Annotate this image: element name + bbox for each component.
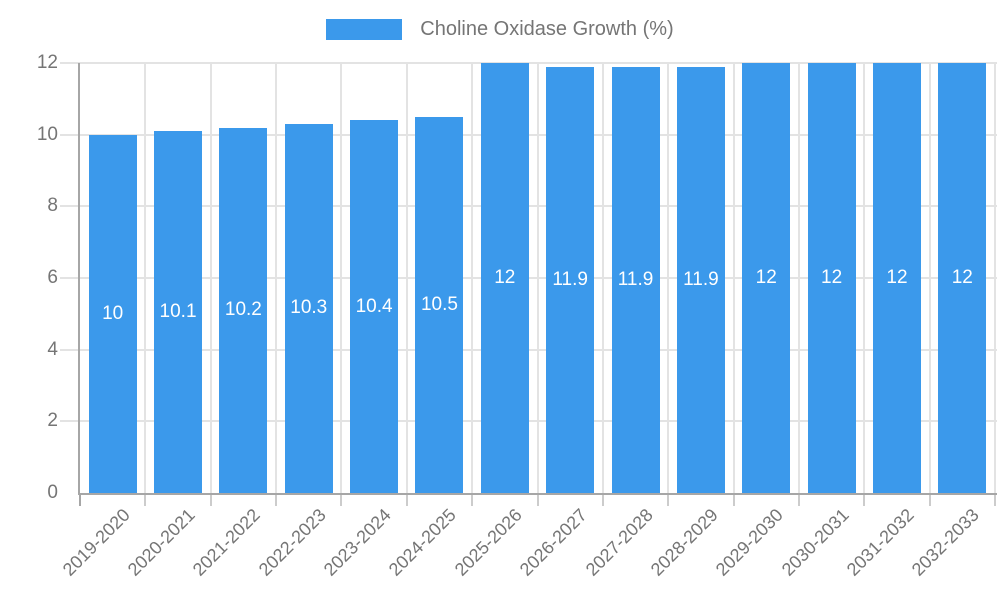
y-axis-label: 12 xyxy=(36,52,58,73)
x-gridline xyxy=(863,63,866,493)
x-axis-tick xyxy=(79,493,81,506)
x-gridline xyxy=(471,63,474,493)
bar-value-label: 12 xyxy=(951,267,973,288)
x-axis-tick xyxy=(797,493,800,506)
x-gridline xyxy=(667,63,670,493)
bar xyxy=(676,66,725,493)
bar xyxy=(154,131,203,493)
y-axis-label: 10 xyxy=(36,123,58,145)
bar-value-label: 12 xyxy=(821,267,843,288)
x-gridline xyxy=(405,63,408,493)
x-gridline xyxy=(994,63,996,493)
x-gridline xyxy=(144,63,147,493)
bar-value-label: 10.1 xyxy=(159,301,197,323)
x-axis-tick xyxy=(275,493,278,506)
bar xyxy=(480,63,529,493)
bar xyxy=(284,123,333,493)
x-gridline xyxy=(601,63,604,493)
bar xyxy=(872,63,921,493)
bar xyxy=(350,120,399,493)
legend-swatch xyxy=(326,19,403,40)
bar-value-label: 10 xyxy=(102,302,124,324)
x-axis-tick xyxy=(144,493,147,506)
x-axis-tick xyxy=(667,493,670,506)
y-axis-line xyxy=(78,63,80,493)
y-axis-label: 0 xyxy=(47,482,58,503)
y-axis-label: 2 xyxy=(47,410,58,432)
x-axis-tick xyxy=(340,493,343,506)
x-axis-tick xyxy=(536,493,539,506)
x-axis-tick xyxy=(601,493,604,506)
bar xyxy=(742,63,791,493)
x-axis-tick xyxy=(994,493,996,506)
x-gridline xyxy=(928,63,931,493)
bar-value-label: 12 xyxy=(494,267,516,288)
bar-value-label: 10.2 xyxy=(224,299,262,321)
x-axis-tick xyxy=(928,493,931,506)
y-axis-label: 6 xyxy=(47,267,58,288)
x-gridline xyxy=(732,63,735,493)
bar xyxy=(88,134,137,493)
y-axis-label: 8 xyxy=(47,195,58,217)
bar-value-label: 10.4 xyxy=(355,295,393,317)
bar xyxy=(546,66,595,493)
bar xyxy=(219,127,268,493)
x-gridline xyxy=(340,63,343,493)
bar-value-label: 12 xyxy=(886,267,908,288)
x-axis-tick xyxy=(863,493,866,506)
bar-value-label: 10.5 xyxy=(420,293,458,315)
x-gridline xyxy=(797,63,800,493)
x-axis-tick xyxy=(405,493,408,506)
x-axis-tick xyxy=(732,493,735,506)
x-gridline xyxy=(209,63,212,493)
x-gridline xyxy=(275,63,278,493)
bar-value-label: 11.9 xyxy=(617,268,654,290)
y-axis-label: 4 xyxy=(47,338,58,360)
bar-value-label: 12 xyxy=(755,267,777,288)
bar xyxy=(611,66,660,493)
legend: Choline Oxidase Growth (%) xyxy=(0,18,1000,41)
x-axis-line xyxy=(78,493,997,495)
bar xyxy=(938,63,987,493)
x-axis-tick xyxy=(471,493,474,506)
bar xyxy=(415,116,464,493)
bar-value-label: 11.9 xyxy=(683,268,719,290)
x-axis-tick xyxy=(209,493,212,506)
legend-label: Choline Oxidase Growth (%) xyxy=(420,18,674,40)
bar-value-label: 11.9 xyxy=(552,268,588,290)
bar xyxy=(807,63,856,493)
bar-value-label: 10.3 xyxy=(290,297,328,319)
x-gridline xyxy=(536,63,539,493)
